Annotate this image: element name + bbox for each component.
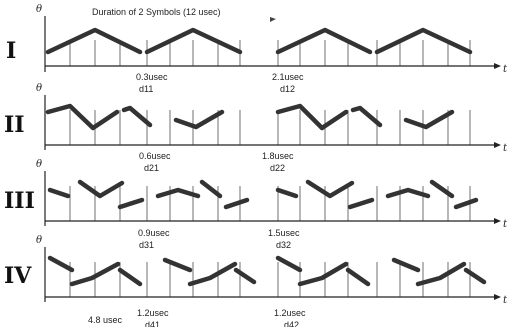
delay-name: d12	[280, 84, 295, 94]
delay-value: 0.9usec	[138, 228, 170, 238]
row-IV: IV θ t 4.8 usec 1.2usec d41 1.2usec d42	[4, 235, 508, 327]
waveform-segment	[121, 105, 153, 128]
waveform-segment	[391, 257, 421, 273]
waveform-segment	[69, 261, 121, 287]
delay-value: 1.2usec	[137, 308, 169, 318]
waveform-segment	[453, 197, 479, 210]
row-III: III θ t 0.9usec d31 1.5usec d32	[4, 159, 508, 250]
waveform-segment	[47, 255, 75, 273]
delay-name: d11	[139, 84, 153, 94]
waveform-segment	[275, 103, 349, 131]
delay-value: 2.1usec	[272, 72, 304, 82]
row-label: IV	[4, 263, 32, 289]
waveform-segment	[155, 187, 201, 199]
waveform-segment	[77, 179, 125, 199]
waveform-segment	[305, 179, 355, 199]
waveform-segment	[415, 261, 467, 287]
waveform-segment	[117, 267, 143, 287]
waveform-segment	[403, 109, 455, 130]
waveform-segment	[345, 267, 371, 287]
waveform-segment	[350, 105, 383, 128]
y-axis-label: θ	[36, 83, 42, 94]
delay-value: 1.8usec	[262, 151, 294, 161]
y-axis-label: θ	[36, 4, 42, 15]
waveform-segment	[463, 267, 487, 285]
waveform-segment	[187, 261, 238, 287]
tick-marks	[69, 40, 471, 66]
tick-marks	[69, 110, 471, 145]
row-II: II θ t 0.6usec d21 1.8usec d22	[4, 83, 508, 173]
waveform-segment	[45, 27, 143, 55]
row-label: III	[4, 188, 35, 214]
waveform-segment	[45, 103, 120, 131]
waveform-segment	[162, 257, 193, 273]
delay-name: d22	[270, 163, 285, 173]
delay-value: 1.5usec	[268, 228, 300, 238]
waveform-segment	[385, 187, 431, 199]
delay-name: d31	[139, 240, 154, 250]
delay-value: 0.6usec	[139, 151, 171, 161]
y-axis-label: θ	[36, 159, 42, 170]
waveform-segment	[117, 197, 145, 210]
row-I: I θ t 0.3usec d11 2.1usec d12	[6, 4, 508, 94]
x-axis-label: t	[503, 295, 508, 306]
title-arrow-icon	[270, 17, 276, 22]
x-axis-arrow-icon	[494, 142, 501, 148]
delay-name: d21	[144, 163, 159, 173]
waveform-segment	[199, 179, 223, 199]
delay-value: 1.2usec	[274, 308, 306, 318]
waveform-segment	[297, 261, 349, 287]
row-label: I	[6, 38, 16, 64]
waveform-segment	[144, 27, 243, 55]
waveform-segment	[275, 27, 373, 55]
delay-name: d32	[276, 240, 291, 250]
delay-name: d42	[284, 320, 299, 327]
waveform-segment	[374, 27, 473, 55]
diagram-title: Duration of 2 Symbols (12 usec)	[92, 7, 221, 17]
waveform-segment	[223, 197, 250, 210]
x-axis-label: t	[503, 143, 508, 154]
waveform-segment	[347, 197, 375, 210]
x-axis-label: t	[503, 219, 508, 230]
waveform-segment	[275, 187, 299, 199]
waveform-segment	[275, 255, 303, 273]
y-axis-label: θ	[36, 235, 42, 246]
waveform-segment	[233, 267, 257, 285]
symbol-duration-label: 4.8 usec	[88, 315, 123, 325]
x-axis-arrow-icon	[494, 63, 501, 69]
waveform-segment	[173, 109, 225, 130]
delay-name: d41	[145, 320, 160, 327]
x-axis-label: t	[503, 64, 508, 75]
x-axis-arrow-icon	[494, 294, 501, 300]
row-label: II	[4, 112, 25, 138]
delay-value: 0.3usec	[136, 72, 168, 82]
waveform-segment	[429, 179, 455, 199]
waveform-segment	[47, 187, 71, 199]
x-axis-arrow-icon	[494, 218, 501, 224]
